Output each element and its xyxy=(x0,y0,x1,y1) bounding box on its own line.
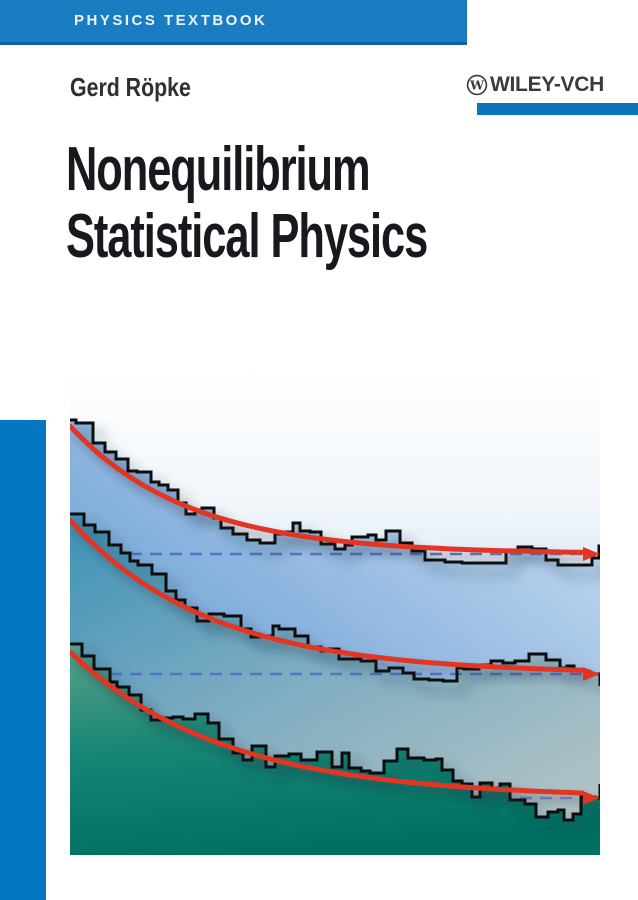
relaxation-curve-3 xyxy=(70,649,585,796)
series-label: PHYSICS TEXTBOOK xyxy=(74,12,268,29)
title-line-2: Statistical Physics xyxy=(66,202,428,271)
series-band: PHYSICS TEXTBOOK xyxy=(0,0,467,45)
arrowhead-1 xyxy=(583,547,600,561)
author-name: Gerd Röpke xyxy=(70,72,191,102)
publisher-name: WILEY-VCH xyxy=(490,73,604,96)
wiley-emblem-icon: W xyxy=(466,74,488,96)
publisher-logo: W WILEY-VCH xyxy=(466,73,604,97)
title-line-1: Nonequilibrium xyxy=(66,135,371,204)
relaxation-curve-1 xyxy=(70,423,585,555)
emblem-letter: W xyxy=(469,77,485,92)
relaxation-fluctuation-artwork xyxy=(70,368,600,855)
fluctuation-fill-3 xyxy=(70,644,600,855)
spine-accent-bar xyxy=(0,420,46,900)
publisher-underline-bar xyxy=(477,103,638,115)
book-title: Nonequilibrium Statistical Physics xyxy=(66,136,582,270)
relaxation-curve-2 xyxy=(70,517,585,673)
arrowhead-2 xyxy=(583,667,600,681)
arrowhead-3 xyxy=(583,791,600,805)
